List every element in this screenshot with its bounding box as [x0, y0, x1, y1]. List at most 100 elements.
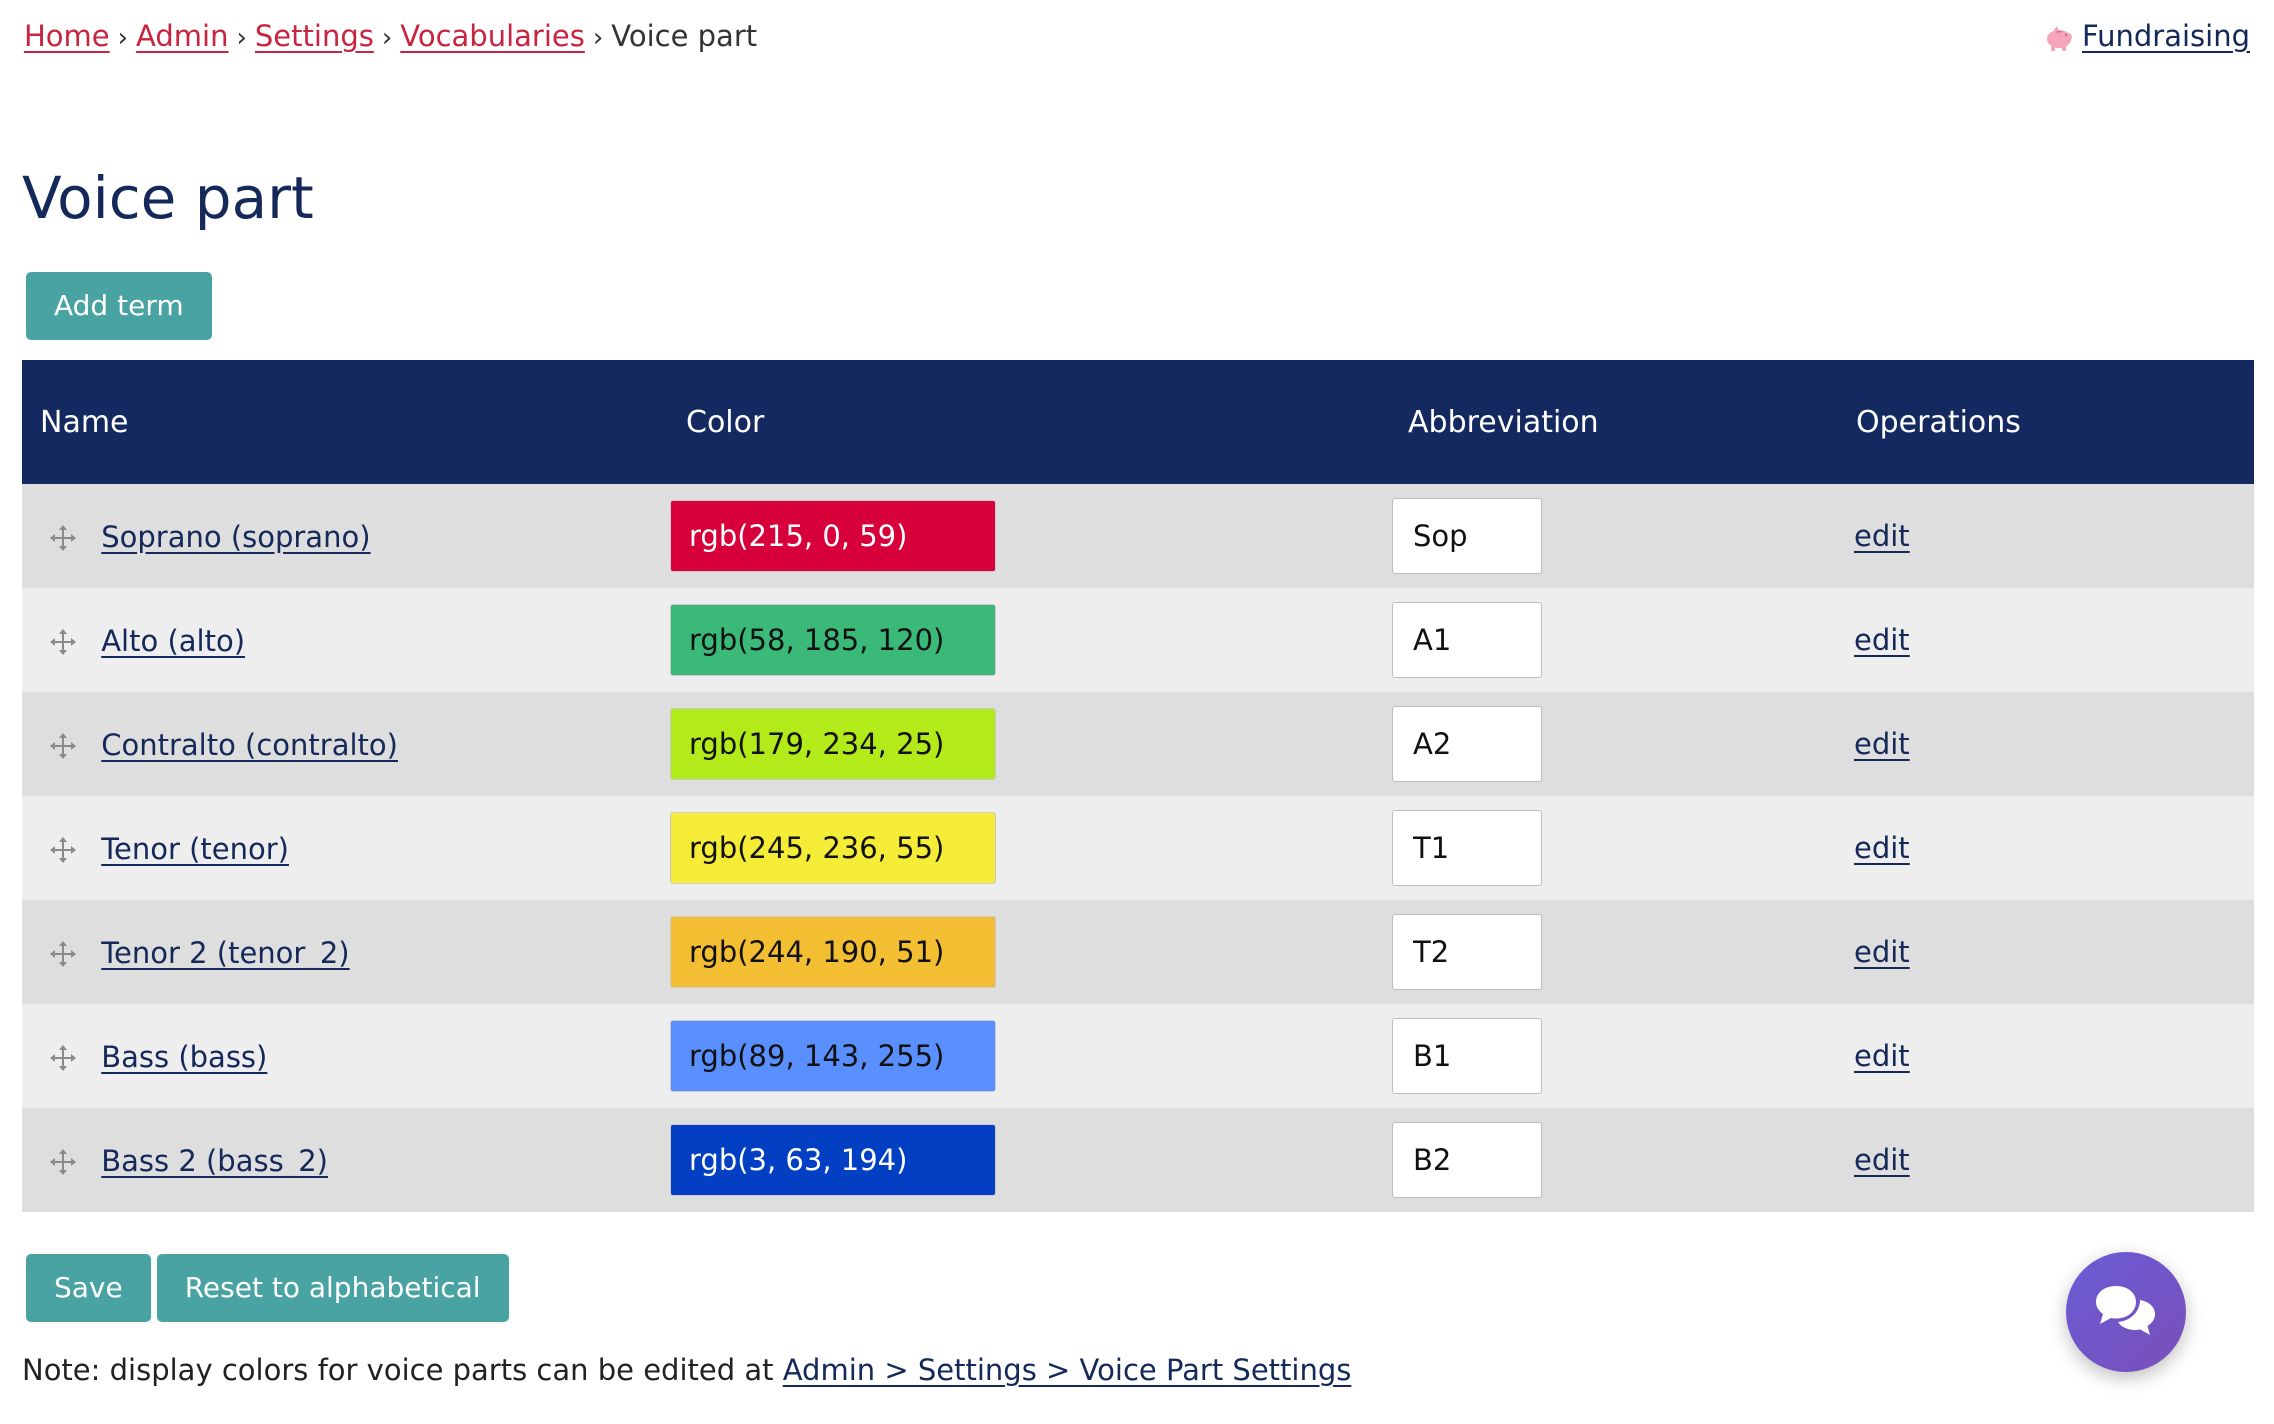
table-row: Bass (bass) rgb(89, 143, 255) edit: [22, 1004, 2254, 1108]
piggy-bank-icon: [2042, 21, 2076, 51]
breadcrumb-settings[interactable]: Settings: [254, 19, 374, 53]
drag-handle-icon[interactable]: [50, 524, 76, 551]
table-row: Soprano (soprano) rgb(215, 0, 59) edit: [22, 484, 2254, 588]
table-row: Contralto (contralto) rgb(179, 234, 25) …: [22, 692, 2254, 796]
breadcrumb: Home › Admin › Settings › Vocabularies › Voice p…: [24, 14, 757, 60]
edit-link[interactable]: edit: [1854, 623, 1910, 657]
drag-handle-icon[interactable]: [50, 732, 76, 759]
chat-button[interactable]: [2066, 1252, 2186, 1372]
color-cell: rgb(179, 234, 25): [668, 692, 1390, 796]
table-row: Alto (alto) rgb(58, 185, 120) edit: [22, 588, 2254, 692]
operations-cell: edit: [1838, 588, 2254, 692]
name-cell: Alto (alto): [22, 588, 668, 692]
operations-cell: edit: [1838, 692, 2254, 796]
operations-cell: edit: [1838, 1108, 2254, 1212]
name-cell: Soprano (soprano): [22, 484, 668, 588]
table-header-row: Name Color Abbreviation Operations: [22, 360, 2254, 484]
drag-handle-icon[interactable]: [50, 836, 76, 863]
color-cell: rgb(245, 236, 55): [668, 796, 1390, 900]
abbreviation-input[interactable]: [1392, 602, 1542, 678]
top-bar: Home › Admin › Settings › Vocabularies › Voice p…: [24, 14, 2250, 58]
term-name-link[interactable]: Bass (bass): [101, 1040, 268, 1074]
color-swatch: rgb(58, 185, 120): [670, 604, 996, 676]
color-swatch: rgb(215, 0, 59): [670, 500, 996, 572]
color-swatch: rgb(245, 236, 55): [670, 812, 996, 884]
color-swatch: rgb(179, 234, 25): [670, 708, 996, 780]
color-cell: rgb(89, 143, 255): [668, 1004, 1390, 1108]
voice-part-settings-link[interactable]: Admin > Settings > Voice Part Settings: [782, 1353, 1352, 1387]
breadcrumb-vocabularies[interactable]: Vocabularies: [400, 19, 585, 53]
column-header-abbreviation: Abbreviation: [1408, 404, 1599, 440]
column-header-color: Color: [686, 404, 765, 440]
term-name-link[interactable]: Tenor (tenor): [101, 832, 289, 866]
drag-handle-icon[interactable]: [50, 940, 76, 967]
color-cell: rgb(3, 63, 194): [668, 1108, 1390, 1212]
term-name-link[interactable]: Tenor 2 (tenor_2): [101, 936, 350, 970]
edit-link[interactable]: edit: [1854, 1143, 1910, 1177]
abbreviation-cell: [1390, 588, 1838, 692]
breadcrumb-separator: ›: [117, 23, 129, 53]
abbreviation-input[interactable]: [1392, 1018, 1542, 1094]
operations-cell: edit: [1838, 484, 2254, 588]
abbreviation-input[interactable]: [1392, 810, 1542, 886]
form-actions: Save Reset to alphabetical: [26, 1254, 509, 1322]
operations-cell: edit: [1838, 1004, 2254, 1108]
term-name-link[interactable]: Contralto (contralto): [101, 728, 398, 762]
abbreviation-input[interactable]: [1392, 706, 1542, 782]
color-cell: rgb(58, 185, 120): [668, 588, 1390, 692]
vocabulary-terms-table: Name Color Abbreviation Operations: [22, 360, 2254, 1212]
add-term-button[interactable]: Add term: [26, 272, 212, 340]
reset-alphabetical-button[interactable]: Reset to alphabetical: [156, 1254, 509, 1322]
fundraising-link-group: Fundraising: [2042, 14, 2250, 58]
edit-link[interactable]: edit: [1854, 519, 1910, 553]
table-row: Tenor 2 (tenor_2) rgb(244, 190, 51) edit: [22, 900, 2254, 1004]
abbreviation-cell: [1390, 1108, 1838, 1212]
abbreviation-input[interactable]: [1392, 1122, 1542, 1198]
fundraising-link[interactable]: Fundraising: [2082, 19, 2250, 53]
drag-handle-icon[interactable]: [50, 1148, 76, 1175]
name-cell: Bass (bass): [22, 1004, 668, 1108]
name-cell: Bass 2 (bass_2): [22, 1108, 668, 1212]
name-cell: Tenor 2 (tenor_2): [22, 900, 668, 1004]
edit-link[interactable]: edit: [1854, 1039, 1910, 1073]
save-button[interactable]: Save: [26, 1254, 151, 1322]
edit-link[interactable]: edit: [1854, 831, 1910, 865]
column-header-name: Name: [40, 404, 129, 440]
chat-bubbles-icon: [2094, 1282, 2158, 1342]
abbreviation-cell: [1390, 796, 1838, 900]
color-swatch: rgb(244, 190, 51): [670, 916, 996, 988]
page-title: Voice part: [22, 164, 314, 232]
term-name-link[interactable]: Alto (alto): [101, 624, 246, 658]
abbreviation-cell: [1390, 1004, 1838, 1108]
breadcrumb-separator: ›: [381, 23, 393, 53]
term-name-link[interactable]: Soprano (soprano): [101, 520, 371, 554]
edit-link[interactable]: edit: [1854, 727, 1910, 761]
color-swatch: rgb(3, 63, 194): [670, 1124, 996, 1196]
term-name-link[interactable]: Bass 2 (bass_2): [101, 1144, 328, 1178]
edit-link[interactable]: edit: [1854, 935, 1910, 969]
breadcrumb-separator: ›: [236, 23, 247, 53]
color-cell: rgb(244, 190, 51): [668, 900, 1390, 1004]
operations-cell: edit: [1838, 900, 2254, 1004]
color-swatch: rgb(89, 143, 255): [670, 1020, 996, 1092]
column-header-operations: Operations: [1856, 404, 2021, 440]
abbreviation-cell: [1390, 692, 1838, 796]
abbreviation-cell: [1390, 484, 1838, 588]
name-cell: Contralto (contralto): [22, 692, 668, 796]
table-row: Bass 2 (bass_2) rgb(3, 63, 194) edit: [22, 1108, 2254, 1212]
table-row: Tenor (tenor) rgb(245, 236, 55) edit: [22, 796, 2254, 900]
name-cell: Tenor (tenor): [22, 796, 668, 900]
breadcrumb-home[interactable]: Home: [24, 19, 110, 53]
abbreviation-input[interactable]: [1392, 498, 1542, 574]
breadcrumb-current: Voice part: [611, 19, 758, 53]
breadcrumb-separator: ›: [592, 23, 604, 53]
breadcrumb-admin[interactable]: Admin: [136, 19, 229, 53]
operations-cell: edit: [1838, 796, 2254, 900]
drag-handle-icon[interactable]: [50, 628, 76, 655]
abbreviation-input[interactable]: [1392, 914, 1542, 990]
drag-handle-icon[interactable]: [50, 1044, 76, 1071]
note-text: Note: display colors for voice parts can…: [22, 1353, 783, 1387]
color-cell: rgb(215, 0, 59): [668, 484, 1390, 588]
voice-part-color-note: Note: display colors for voice parts can…: [22, 1348, 1351, 1392]
